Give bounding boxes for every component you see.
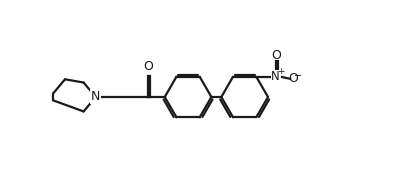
Text: N: N [271,70,280,83]
Text: O: O [143,60,153,73]
Text: +: + [277,67,285,76]
Text: O: O [271,49,281,62]
Text: −: − [295,71,303,81]
Text: O: O [288,72,298,85]
Text: N: N [91,90,101,104]
